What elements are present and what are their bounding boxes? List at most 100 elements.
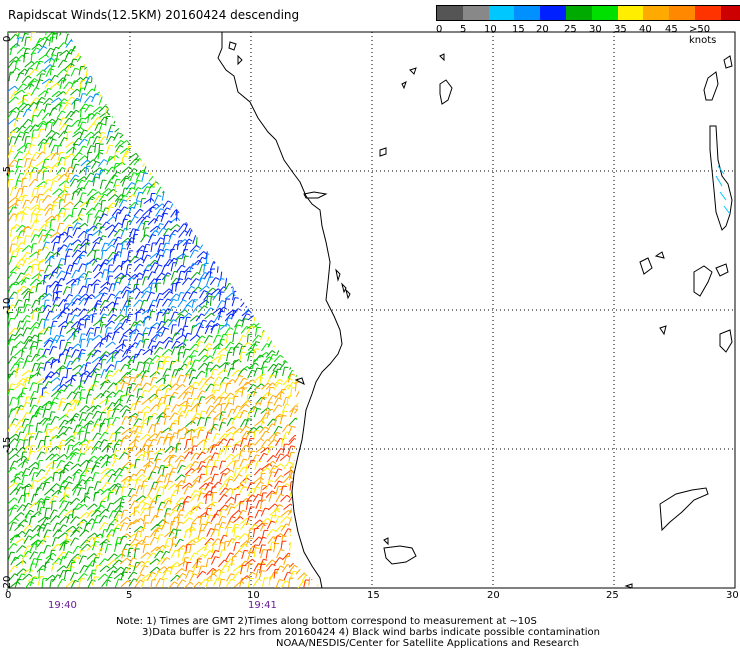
wind-barb-feather <box>308 372 313 377</box>
wind-barb-feather <box>61 397 67 400</box>
wind-barb-feather <box>227 193 231 198</box>
wind-barb <box>259 81 263 91</box>
wind-barb-feather <box>223 182 228 186</box>
wind-barb <box>182 348 186 358</box>
wind-barb <box>318 397 322 407</box>
wind-barb-feather <box>45 246 49 250</box>
wind-barb-feather <box>258 138 263 142</box>
wind-barb-feather <box>231 81 235 85</box>
wind-barb-feather <box>258 238 262 242</box>
wind-barb <box>197 41 205 50</box>
wind-barb-feather <box>215 364 220 368</box>
wind-barb-feather <box>172 93 177 95</box>
wind-barb <box>141 269 146 279</box>
wind-barb-feather <box>133 172 138 175</box>
wind-barb <box>107 314 114 323</box>
wind-barb <box>49 280 56 289</box>
wind-barb-feather <box>267 48 272 52</box>
wind-barb <box>148 66 154 76</box>
wind-barb-feather <box>110 69 115 72</box>
wind-barb <box>170 60 177 68</box>
wind-barb <box>92 106 101 113</box>
wind-barb <box>16 37 20 47</box>
wind-barb <box>15 248 20 257</box>
wind-barb <box>224 313 232 322</box>
wind-barb-feather <box>261 47 266 51</box>
wind-barb-feather <box>98 61 103 65</box>
wind-barb <box>323 94 324 103</box>
wind-barb <box>154 78 163 85</box>
wind-barb <box>149 96 154 106</box>
wind-barb-feather <box>154 113 158 117</box>
wind-barb <box>211 214 218 223</box>
wind-barb-feather <box>22 279 27 283</box>
wind-barb <box>241 282 245 292</box>
wind-barb <box>114 228 121 237</box>
wind-barb-feather <box>319 158 322 160</box>
wind-barb-feather <box>244 111 248 115</box>
wind-barb-feather <box>20 263 25 267</box>
wind-barb <box>8 271 14 280</box>
wind-barb-feather <box>103 136 108 139</box>
wind-barb-feather <box>271 166 276 170</box>
wind-barb-feather <box>201 396 206 398</box>
wind-barb <box>210 61 216 71</box>
wind-barb-feather <box>183 165 188 169</box>
wind-barb-feather <box>274 258 279 262</box>
wind-barb-feather <box>195 278 200 281</box>
wind-barb <box>252 125 259 134</box>
wind-barb <box>245 123 253 131</box>
wind-barb-feather <box>81 349 86 351</box>
wind-barb <box>50 397 56 406</box>
wind-barb-feather <box>294 121 298 125</box>
wind-barb-feather <box>161 384 166 388</box>
wind-barb-feather <box>189 360 194 363</box>
wind-barb <box>105 98 113 106</box>
wind-barb-feather <box>252 152 257 155</box>
wind-barb-feather <box>229 40 234 42</box>
wind-barb-feather <box>170 26 174 28</box>
wind-barb <box>322 41 329 47</box>
wind-barb <box>202 195 208 204</box>
wind-barb <box>245 301 253 308</box>
wind-barb-feather <box>211 396 216 400</box>
wind-barb <box>136 108 140 117</box>
wind-barb <box>120 46 123 56</box>
wind-barb <box>300 261 305 271</box>
wind-barb-feather <box>14 327 19 331</box>
wind-barb <box>296 94 302 103</box>
wind-barb <box>85 68 89 78</box>
wind-barb-feather <box>90 136 95 139</box>
wind-barb-feather <box>146 290 151 294</box>
wind-barb <box>224 283 230 292</box>
wind-barb <box>150 80 153 90</box>
wind-barb-feather <box>303 144 308 149</box>
wind-barb-feather <box>211 124 216 128</box>
wind-barb <box>115 39 123 47</box>
wind-barb <box>204 325 210 335</box>
wind-barb-feather <box>277 39 282 43</box>
wind-barb-feather <box>180 199 185 203</box>
wind-barb-feather <box>181 123 186 126</box>
wind-barb-feather <box>233 91 238 95</box>
wind-barb-feather <box>308 46 313 50</box>
wind-barb-feather <box>329 230 333 231</box>
wind-barb <box>41 165 48 174</box>
wind-barb-feather <box>280 116 284 120</box>
wind-barb <box>156 255 161 264</box>
wind-barb <box>171 332 177 342</box>
wind-barb <box>252 348 256 358</box>
wind-barb-feather <box>287 26 291 27</box>
wind-barb <box>86 307 95 314</box>
wind-barb-feather <box>153 77 158 81</box>
wind-barb-feather <box>267 272 272 275</box>
wind-barb <box>234 249 239 259</box>
wind-barb-feather <box>265 66 270 70</box>
wind-barb <box>8 327 16 336</box>
wind-barb-feather <box>188 75 193 79</box>
wind-barb <box>315 294 322 302</box>
wind-barb <box>211 39 218 48</box>
wind-barb-feather <box>198 195 203 200</box>
wind-barb <box>280 250 286 260</box>
wind-barb <box>297 123 304 132</box>
